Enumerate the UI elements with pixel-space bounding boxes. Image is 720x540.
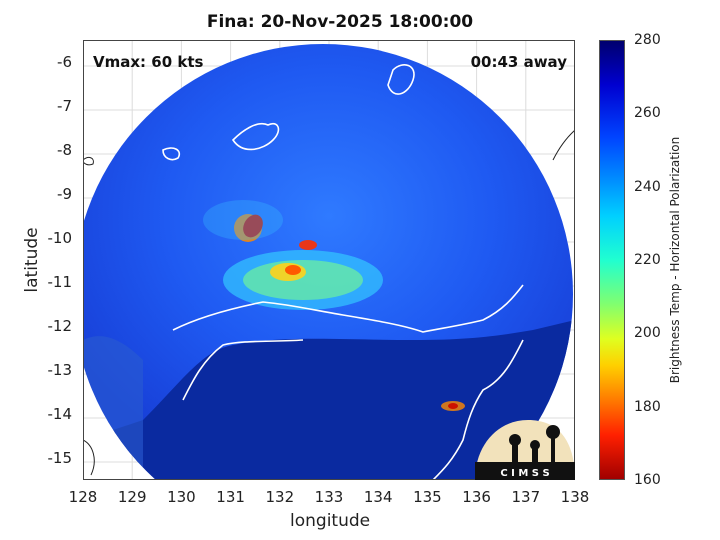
x-tick-label: 136 xyxy=(462,488,491,506)
plot-frame xyxy=(83,40,575,480)
y-tick-label: -11 xyxy=(47,273,73,291)
x-tick-label: 133 xyxy=(314,488,344,506)
chart-title: Fina: 20-Nov-2025 18:00:00 xyxy=(206,12,474,32)
colorbar-tick-label: 180 xyxy=(634,398,661,415)
colorbar-tick-label: 160 xyxy=(634,472,661,488)
y-tick-label: -6 xyxy=(57,53,72,71)
x-tick-label: 138 xyxy=(560,488,590,506)
colorbar-tick-label: 260 xyxy=(634,105,661,122)
x-tick-label: 129 xyxy=(117,488,147,506)
y-tick-label: -15 xyxy=(47,449,73,467)
x-axis-label: longitude xyxy=(290,511,371,531)
y-tick-label: -9 xyxy=(57,185,72,203)
vmax-label: Vmax: 60 kts xyxy=(93,53,204,71)
colorbar-tick-label: 240 xyxy=(634,178,661,195)
time-away-label: 00:43 away xyxy=(470,53,567,71)
y-tick-label: -12 xyxy=(47,317,73,335)
colorbar-tick-label: 220 xyxy=(634,252,661,268)
y-tick-label: -14 xyxy=(47,405,73,423)
land-mass xyxy=(83,320,573,480)
x-tick-label: 137 xyxy=(511,488,541,506)
x-tick-label: 130 xyxy=(167,488,196,506)
colorbar xyxy=(599,40,625,480)
x-tick-label: 134 xyxy=(363,488,393,506)
x-tick-label: 135 xyxy=(413,488,442,506)
y-tick-label: -7 xyxy=(57,97,72,115)
cimss-logo-text: C I M S S xyxy=(500,468,549,479)
map-plot-area[interactable]: C I M S S xyxy=(82,40,576,481)
y-tick-label: -8 xyxy=(57,141,72,159)
satellite-swath xyxy=(83,44,573,481)
map-svg: C I M S S xyxy=(82,40,576,481)
colorbar-tick-label: 200 xyxy=(634,325,661,342)
cimss-logo: C I M S S xyxy=(475,420,575,480)
y-tick-label: -13 xyxy=(47,361,73,379)
y-tick-label: -10 xyxy=(47,229,73,247)
x-tick-label: 132 xyxy=(265,488,295,506)
x-tick-label: 131 xyxy=(216,488,245,506)
y-axis-label: latitude xyxy=(22,227,42,293)
storm-core-west xyxy=(243,214,263,238)
storm-core-east xyxy=(285,265,301,275)
colorbar-label: Brightness Temp - Horizontal Polarizatio… xyxy=(668,136,682,384)
colorbar-tick-label: 280 xyxy=(634,32,661,48)
x-tick-label: 128 xyxy=(68,488,98,506)
